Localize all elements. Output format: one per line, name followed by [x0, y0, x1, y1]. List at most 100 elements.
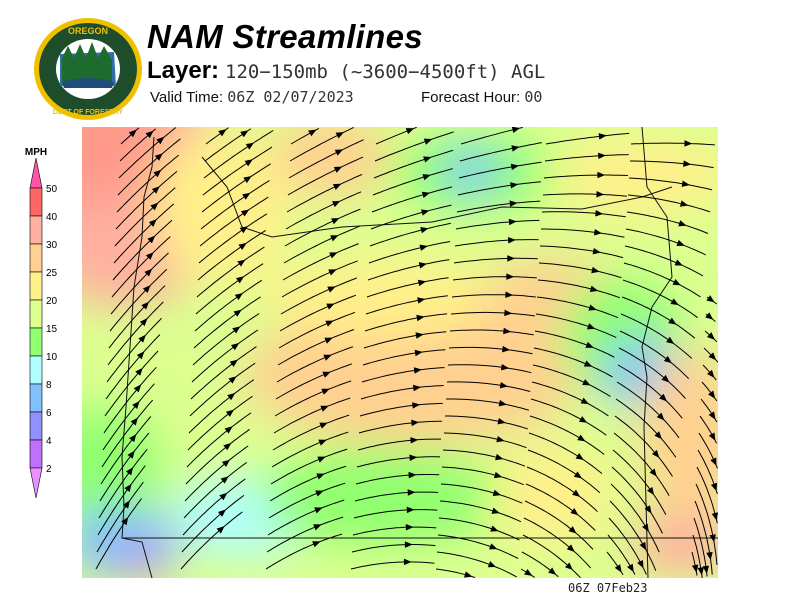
streamline-arrowhead [676, 239, 685, 246]
streamline-arrowhead [418, 262, 428, 269]
streamline-arrowhead [242, 192, 251, 200]
streamline [525, 483, 596, 531]
streamline [536, 296, 619, 319]
legend-tick-label: 20 [46, 296, 58, 307]
streamline-arrowhead [317, 456, 326, 463]
streamline-arrowhead [320, 405, 329, 412]
streamline-arrowhead [333, 166, 343, 173]
streamline-arrowhead [573, 471, 583, 479]
streamline [107, 301, 164, 366]
streamline-arrowhead [511, 127, 521, 134]
svg-text:OREGON: OREGON [68, 26, 108, 36]
legend-tick-label: 2 [46, 464, 52, 475]
streamline [286, 173, 363, 213]
streamline [538, 262, 622, 279]
streamline [360, 385, 444, 400]
streamline-arrowhead [423, 156, 432, 163]
streamline-arrowhead [236, 276, 245, 284]
streamline [622, 279, 698, 319]
streamline-arrowhead [588, 304, 597, 311]
streamline [189, 362, 256, 417]
streamline [532, 364, 611, 397]
streamline [96, 481, 144, 553]
streamline-arrowhead [412, 384, 422, 392]
streamline [268, 482, 346, 519]
streamline [195, 263, 264, 315]
forecast-hour: Forecast Hour: 00 [421, 88, 542, 106]
streamline [106, 317, 162, 383]
streamline [190, 346, 257, 400]
color-legend: MPH 50 40 30 25 20 15 10 8 6 4 2 [25, 147, 58, 499]
streamline-arrowhead [417, 279, 427, 287]
streamline-arrowhead [642, 523, 649, 532]
streamline [442, 449, 526, 467]
streamline [275, 363, 353, 400]
streamline-arrowhead [144, 268, 153, 277]
streamline [350, 561, 435, 570]
streamline [266, 516, 344, 553]
streamline-arrowhead [233, 309, 242, 317]
streamline-arrowhead [706, 295, 715, 303]
streamline [371, 186, 453, 213]
streamline [458, 161, 542, 179]
streamline [353, 509, 438, 519]
streamline-arrowhead [706, 551, 713, 561]
streamline [623, 262, 701, 298]
streamline-arrowhead [412, 402, 421, 409]
streamline [440, 483, 523, 504]
streamline-arrowhead [509, 200, 518, 207]
streamline [364, 313, 448, 332]
streamline-arrowhead [681, 180, 690, 187]
streamline-arrowhead [308, 129, 317, 137]
streamline-arrowhead [654, 431, 662, 440]
legend-swatch [29, 243, 43, 273]
streamline-arrowhead [702, 565, 710, 574]
streamline [450, 311, 535, 317]
streamline-arrowhead [240, 209, 250, 217]
layer-label: Layer: [147, 57, 220, 84]
streamline [102, 383, 155, 451]
streamline-arrowhead [706, 332, 715, 340]
streamline-arrowhead [659, 393, 668, 402]
streamline-arrowhead [493, 471, 503, 479]
streamline [272, 414, 350, 451]
streamline [180, 511, 243, 570]
streamline [101, 399, 154, 468]
streamline [447, 364, 532, 374]
streamline-arrowhead [564, 562, 573, 571]
streamline [274, 380, 352, 417]
streamline [187, 395, 253, 451]
streamline-arrowhead [489, 543, 498, 550]
streamline-arrowhead [710, 482, 718, 492]
streamline [526, 466, 598, 513]
streamline [533, 347, 613, 378]
streamline-arrowhead [232, 326, 241, 334]
legend-swatch [29, 187, 43, 217]
streamline [630, 160, 714, 169]
streamline [365, 295, 448, 315]
streamline-arrowhead [496, 435, 505, 443]
layer-value: 120−150mb (~3600−4500ft) AGL [225, 61, 546, 83]
streamline [446, 381, 531, 392]
streamline-arrowhead [566, 544, 575, 552]
streamline-arrowhead [683, 160, 692, 167]
streamline-arrowhead [332, 200, 341, 208]
streamline [118, 127, 177, 179]
streamline [193, 296, 261, 349]
streamline [624, 245, 704, 277]
streamline-arrowhead [231, 342, 240, 351]
streamline [436, 551, 517, 578]
streamline [694, 500, 713, 575]
forecast-hour-label: Forecast Hour: [421, 89, 521, 106]
streamline [618, 347, 686, 399]
legend-tick-label: 40 [46, 212, 58, 223]
svg-text:DEPT OF FORESTRY: DEPT OF FORESTRY [53, 109, 123, 116]
streamline [363, 331, 447, 349]
streamline [446, 398, 530, 411]
legend-tick-label: 6 [46, 408, 52, 419]
streamline [287, 156, 364, 196]
streamline-arrowhead [502, 345, 511, 353]
streamline-arrowhead [570, 507, 579, 516]
streamline [279, 294, 357, 332]
streamline [100, 416, 152, 485]
